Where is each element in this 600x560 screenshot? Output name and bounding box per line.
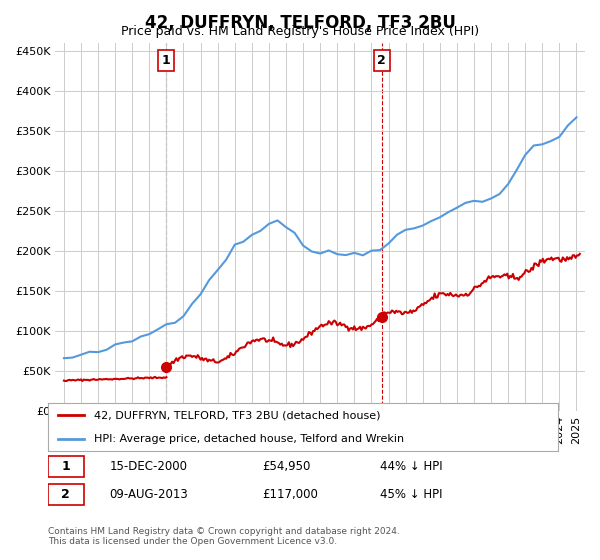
Text: 2: 2: [61, 488, 70, 501]
Text: Contains HM Land Registry data © Crown copyright and database right 2024.
This d: Contains HM Land Registry data © Crown c…: [48, 526, 400, 546]
Text: HPI: Average price, detached house, Telford and Wrekin: HPI: Average price, detached house, Telf…: [94, 434, 404, 444]
Text: 09-AUG-2013: 09-AUG-2013: [109, 488, 188, 501]
Text: £54,950: £54,950: [262, 460, 311, 473]
Text: 1: 1: [61, 460, 70, 473]
Text: 44% ↓ HPI: 44% ↓ HPI: [380, 460, 442, 473]
Text: 2: 2: [377, 54, 386, 67]
Text: £117,000: £117,000: [262, 488, 318, 501]
Text: 1: 1: [161, 54, 170, 67]
Text: Price paid vs. HM Land Registry's House Price Index (HPI): Price paid vs. HM Land Registry's House …: [121, 25, 479, 38]
Text: 15-DEC-2000: 15-DEC-2000: [109, 460, 187, 473]
FancyBboxPatch shape: [48, 484, 84, 505]
Text: 42, DUFFRYN, TELFORD, TF3 2BU (detached house): 42, DUFFRYN, TELFORD, TF3 2BU (detached …: [94, 410, 380, 420]
Text: 45% ↓ HPI: 45% ↓ HPI: [380, 488, 442, 501]
FancyBboxPatch shape: [48, 456, 84, 477]
Text: 42, DUFFRYN, TELFORD, TF3 2BU: 42, DUFFRYN, TELFORD, TF3 2BU: [145, 14, 455, 32]
